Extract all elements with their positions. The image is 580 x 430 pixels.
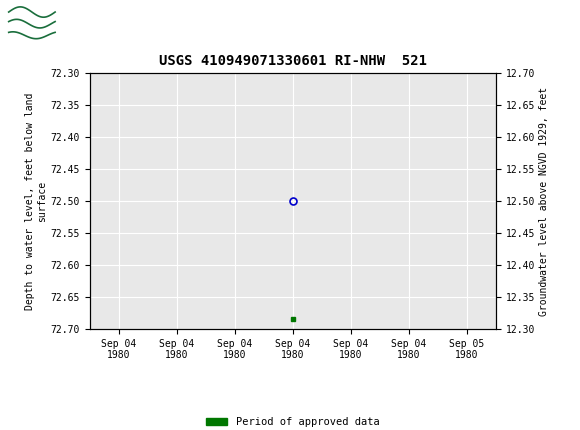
- Title: USGS 410949071330601 RI-NHW  521: USGS 410949071330601 RI-NHW 521: [159, 54, 427, 68]
- Y-axis label: Groundwater level above NGVD 1929, feet: Groundwater level above NGVD 1929, feet: [539, 86, 549, 316]
- Legend: Period of approved data: Period of approved data: [202, 413, 383, 430]
- FancyBboxPatch shape: [6, 5, 58, 38]
- Y-axis label: Depth to water level, feet below land
surface: Depth to water level, feet below land su…: [25, 92, 46, 310]
- Text: USGS: USGS: [64, 12, 124, 31]
